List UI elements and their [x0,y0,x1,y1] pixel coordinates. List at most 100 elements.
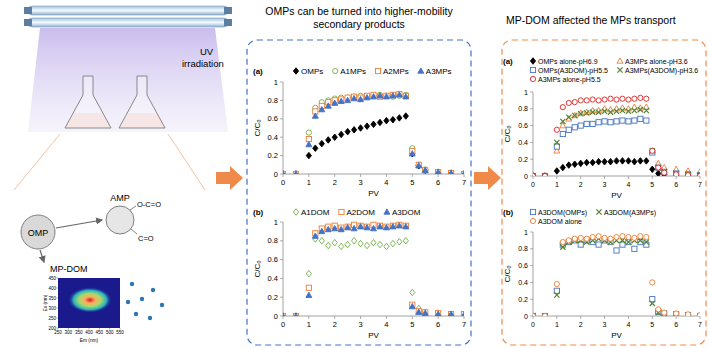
x-tick [556,316,557,319]
data-point [608,158,613,165]
data-point [560,105,565,110]
series [283,92,464,174]
x-tick-label: 1 [555,181,559,188]
data-point [384,224,389,229]
legend-marker [530,58,535,65]
data-point [572,125,577,130]
eem-tick [57,328,59,329]
data-point [403,238,408,245]
data-point [542,173,547,176]
data-point [533,313,536,316]
data-point [397,222,402,227]
lamp-cap [24,7,32,14]
data-point [590,97,595,102]
y-tick-label: 1 [274,218,278,227]
x-tick-label: 2 [333,320,337,329]
data-point [638,107,643,112]
data-point [674,312,679,316]
eem-tick-label: 350 [75,330,83,335]
data-point [371,93,376,98]
omp-label: OMP [28,228,49,238]
y-tick-label: 0.6 [268,114,278,123]
data-point [626,109,631,114]
data-point [416,162,421,167]
x-tick [533,176,534,179]
data-point [626,239,631,244]
y-tick [280,82,283,83]
data-point [448,170,453,174]
data-point [566,162,571,169]
data-point [283,171,286,174]
y-tick-label: 0.4 [268,274,278,283]
data-point [533,173,536,176]
data-point [572,236,577,241]
eem-peak [68,287,112,313]
data-point [461,312,464,316]
x-tick-label: 7 [462,320,466,329]
eem-tick [57,288,59,289]
data-point [674,171,679,176]
data-point [542,313,547,316]
data-point [364,95,370,100]
data-point [319,238,324,245]
y-axis-title: C/C₀ [503,265,512,282]
data-point [403,94,409,99]
uv-label-line: irradiation [182,58,224,69]
marks [283,91,464,174]
flow-arrow [474,166,501,190]
data-point [423,167,428,172]
data-point [685,313,690,316]
data-point [566,127,571,132]
y-axis [283,222,284,316]
data-point [572,99,577,104]
x-tick [700,316,701,319]
data-point [423,309,428,316]
data-point [283,171,286,174]
data-point [461,171,464,174]
data-point [364,224,369,229]
data-point [306,130,311,135]
data-point [422,167,428,172]
data-point [584,110,589,115]
eem-tick [57,278,59,279]
x-tick-label: 1 [307,320,311,329]
data-point [650,148,655,153]
bond [131,229,137,234]
data-point [560,131,565,136]
data-point [390,92,395,97]
panel-letter: (b) [253,208,264,217]
data-point [560,164,565,171]
series [283,113,464,174]
data-point [396,92,402,97]
data-point [339,243,344,250]
dom-dot [130,282,134,286]
legend-label: A3DOM alone [538,218,582,225]
data-point [371,225,377,230]
x-tick-label: 3 [358,178,362,187]
flow-arrow [216,166,243,190]
data-point [293,313,298,316]
marks [283,222,464,316]
data-point [435,311,441,316]
data-point [644,234,649,239]
x-tick-label: 0 [531,181,535,188]
data-point [345,97,351,102]
data-point [364,94,369,99]
data-point [364,225,370,230]
data-point [332,239,337,246]
data-point [306,152,311,159]
y-tick-label: 0.2 [518,296,528,303]
y-tick-label: 0.2 [518,156,528,163]
data-point [554,292,559,297]
data-point [560,245,565,250]
uv-lamp [28,18,228,27]
data-point [602,119,607,124]
data-point [409,151,415,156]
legend-marker [339,209,344,214]
data-point [358,96,364,101]
data-point [697,173,700,176]
data-point [650,280,655,285]
data-point [644,239,649,244]
data-point [345,128,350,135]
x-tick [360,174,361,177]
